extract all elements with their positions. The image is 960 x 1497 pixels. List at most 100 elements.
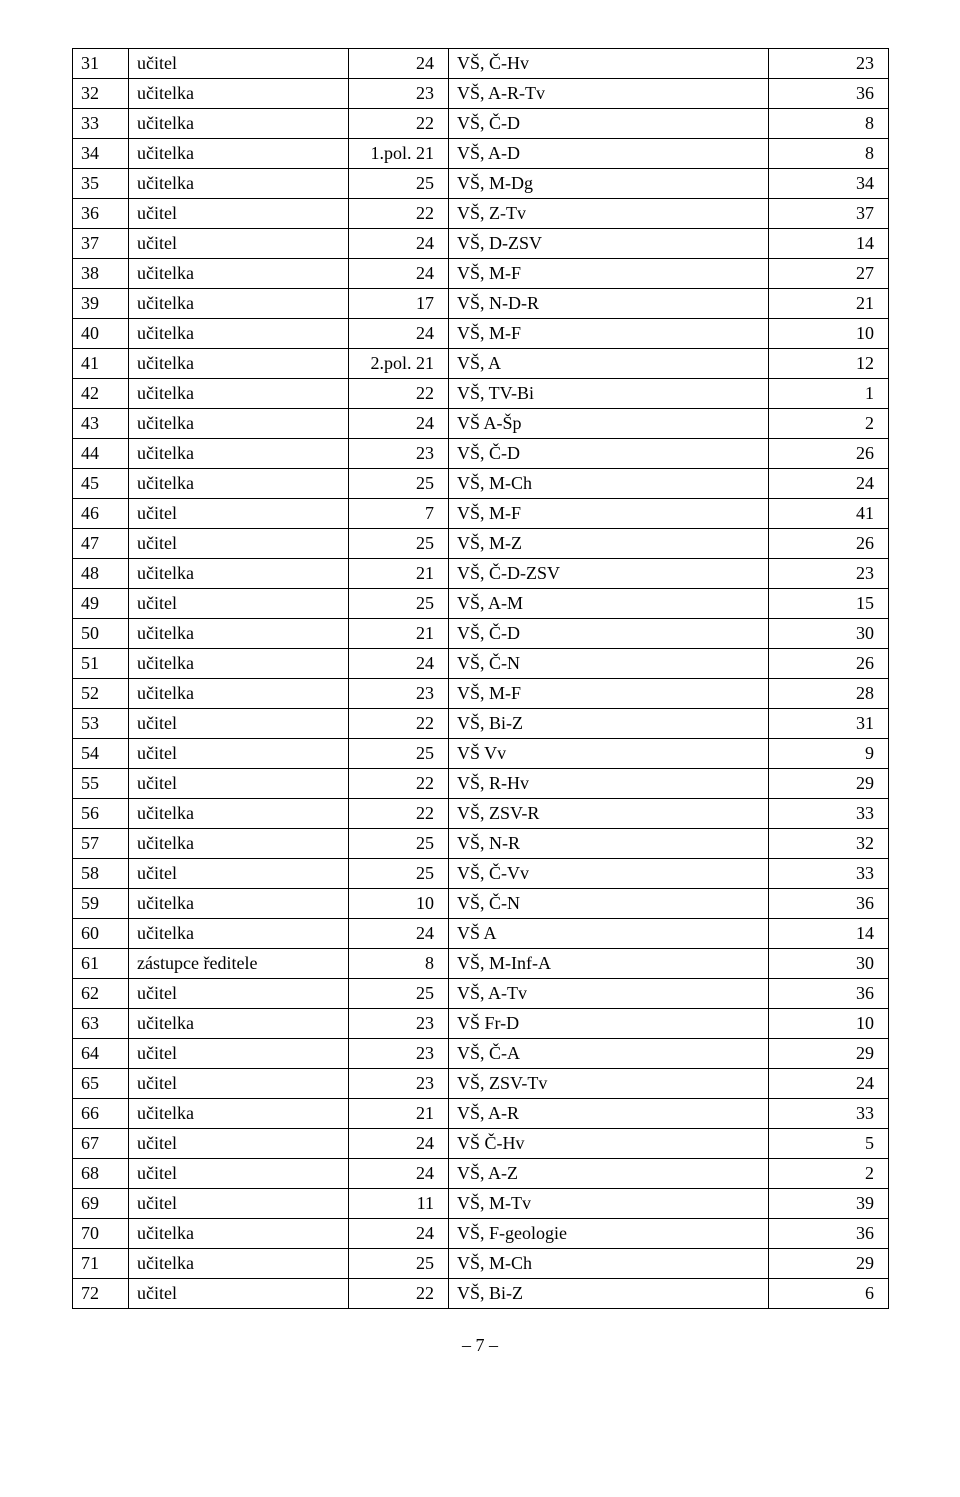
table-row: 53učitel22VŠ, Bi-Z31 bbox=[73, 709, 889, 739]
table-cell: 36 bbox=[769, 79, 889, 109]
table-cell: 65 bbox=[73, 1069, 129, 1099]
table-cell: VŠ, Bi-Z bbox=[449, 1279, 769, 1309]
table-cell: učitel bbox=[129, 859, 349, 889]
table-cell: 15 bbox=[769, 589, 889, 619]
table-cell: 31 bbox=[73, 49, 129, 79]
table-row: 72učitel22VŠ, Bi-Z6 bbox=[73, 1279, 889, 1309]
table-row: 39učitelka17VŠ, N-D-R21 bbox=[73, 289, 889, 319]
table-cell: 33 bbox=[769, 859, 889, 889]
table-cell: 24 bbox=[349, 1219, 449, 1249]
table-cell: 10 bbox=[349, 889, 449, 919]
table-cell: VŠ, N-D-R bbox=[449, 289, 769, 319]
table-cell: 12 bbox=[769, 349, 889, 379]
table-cell: učitel bbox=[129, 229, 349, 259]
table-row: 34učitelka1.pol. 21VŠ, A-D8 bbox=[73, 139, 889, 169]
table-cell: 24 bbox=[349, 259, 449, 289]
table-row: 67učitel24VŠ Č-Hv5 bbox=[73, 1129, 889, 1159]
table-row: 61zástupce ředitele8VŠ, M-Inf-A30 bbox=[73, 949, 889, 979]
table-row: 45učitelka25VŠ, M-Ch24 bbox=[73, 469, 889, 499]
table-cell: VŠ, A-R-Tv bbox=[449, 79, 769, 109]
table-row: 54učitel25VŠ Vv9 bbox=[73, 739, 889, 769]
table-cell: 58 bbox=[73, 859, 129, 889]
table-cell: 72 bbox=[73, 1279, 129, 1309]
table-row: 62učitel25VŠ, A-Tv36 bbox=[73, 979, 889, 1009]
table-cell: VŠ, M-Z bbox=[449, 529, 769, 559]
table-row: 38učitelka24VŠ, M-F27 bbox=[73, 259, 889, 289]
table-cell: VŠ Vv bbox=[449, 739, 769, 769]
table-row: 70učitelka24VŠ, F-geologie36 bbox=[73, 1219, 889, 1249]
table-row: 55učitel22VŠ, R-Hv29 bbox=[73, 769, 889, 799]
table-cell: VŠ, Č-A bbox=[449, 1039, 769, 1069]
table-cell: 24 bbox=[349, 319, 449, 349]
table-cell: VŠ, A-R bbox=[449, 1099, 769, 1129]
table-cell: 26 bbox=[769, 649, 889, 679]
table-cell: 1.pol. 21 bbox=[349, 139, 449, 169]
data-table: 31učitel24VŠ, Č-Hv2332učitelka23VŠ, A-R-… bbox=[72, 48, 889, 1309]
table-cell: 27 bbox=[769, 259, 889, 289]
table-cell: učitelka bbox=[129, 379, 349, 409]
table-row: 48učitelka21VŠ, Č-D-ZSV23 bbox=[73, 559, 889, 589]
table-cell: učitel bbox=[129, 199, 349, 229]
table-cell: učitelka bbox=[129, 409, 349, 439]
table-cell: 59 bbox=[73, 889, 129, 919]
table-row: 37učitel24VŠ, D-ZSV14 bbox=[73, 229, 889, 259]
table-cell: 71 bbox=[73, 1249, 129, 1279]
table-cell: 62 bbox=[73, 979, 129, 1009]
table-cell: 1 bbox=[769, 379, 889, 409]
table-cell: 6 bbox=[769, 1279, 889, 1309]
table-cell: VŠ, Č-D bbox=[449, 619, 769, 649]
table-cell: 24 bbox=[769, 1069, 889, 1099]
table-cell: 24 bbox=[349, 49, 449, 79]
table-cell: 48 bbox=[73, 559, 129, 589]
table-cell: učitelka bbox=[129, 259, 349, 289]
table-cell: VŠ Č-Hv bbox=[449, 1129, 769, 1159]
table-row: 49učitel25VŠ, A-M15 bbox=[73, 589, 889, 619]
table-row: 57učitelka25VŠ, N-R32 bbox=[73, 829, 889, 859]
table-cell: 25 bbox=[349, 169, 449, 199]
table-cell: VŠ, A-D bbox=[449, 139, 769, 169]
table-cell: 64 bbox=[73, 1039, 129, 1069]
table-cell: 34 bbox=[73, 139, 129, 169]
table-cell: učitel bbox=[129, 499, 349, 529]
table-cell: učitel bbox=[129, 1069, 349, 1099]
table-cell: 22 bbox=[349, 799, 449, 829]
table-cell: VŠ, R-Hv bbox=[449, 769, 769, 799]
table-cell: 33 bbox=[73, 109, 129, 139]
table-cell: 36 bbox=[769, 979, 889, 1009]
page-number: – 7 – bbox=[72, 1335, 888, 1356]
table-cell: 41 bbox=[769, 499, 889, 529]
table-cell: 23 bbox=[769, 559, 889, 589]
table-cell: 9 bbox=[769, 739, 889, 769]
table-cell: 32 bbox=[769, 829, 889, 859]
table-cell: učitelka bbox=[129, 1249, 349, 1279]
table-cell: učitel bbox=[129, 529, 349, 559]
table-cell: VŠ, F-geologie bbox=[449, 1219, 769, 1249]
table-row: 42učitelka22VŠ, TV-Bi1 bbox=[73, 379, 889, 409]
table-cell: 39 bbox=[73, 289, 129, 319]
table-cell: VŠ, Č-Hv bbox=[449, 49, 769, 79]
table-cell: 24 bbox=[769, 469, 889, 499]
table-cell: 44 bbox=[73, 439, 129, 469]
table-cell: VŠ, M-F bbox=[449, 679, 769, 709]
table-row: 65učitel23VŠ, ZSV-Tv24 bbox=[73, 1069, 889, 1099]
table-cell: VŠ Fr-D bbox=[449, 1009, 769, 1039]
table-cell: 29 bbox=[769, 1039, 889, 1069]
table-cell: učitel bbox=[129, 1159, 349, 1189]
table-cell: VŠ, Z-Tv bbox=[449, 199, 769, 229]
table-cell: VŠ, N-R bbox=[449, 829, 769, 859]
table-cell: učitelka bbox=[129, 109, 349, 139]
table-cell: 24 bbox=[349, 229, 449, 259]
table-cell: 22 bbox=[349, 199, 449, 229]
table-cell: 36 bbox=[769, 889, 889, 919]
table-cell: VŠ, ZSV-R bbox=[449, 799, 769, 829]
table-cell: učitel bbox=[129, 1039, 349, 1069]
table-cell: VŠ, Č-D bbox=[449, 109, 769, 139]
table-cell: zástupce ředitele bbox=[129, 949, 349, 979]
table-cell: 67 bbox=[73, 1129, 129, 1159]
table-cell: VŠ, Č-D bbox=[449, 439, 769, 469]
table-row: 52učitelka23VŠ, M-F28 bbox=[73, 679, 889, 709]
table-cell: 7 bbox=[349, 499, 449, 529]
table-cell: učitelka bbox=[129, 319, 349, 349]
table-cell: 5 bbox=[769, 1129, 889, 1159]
table-cell: 63 bbox=[73, 1009, 129, 1039]
